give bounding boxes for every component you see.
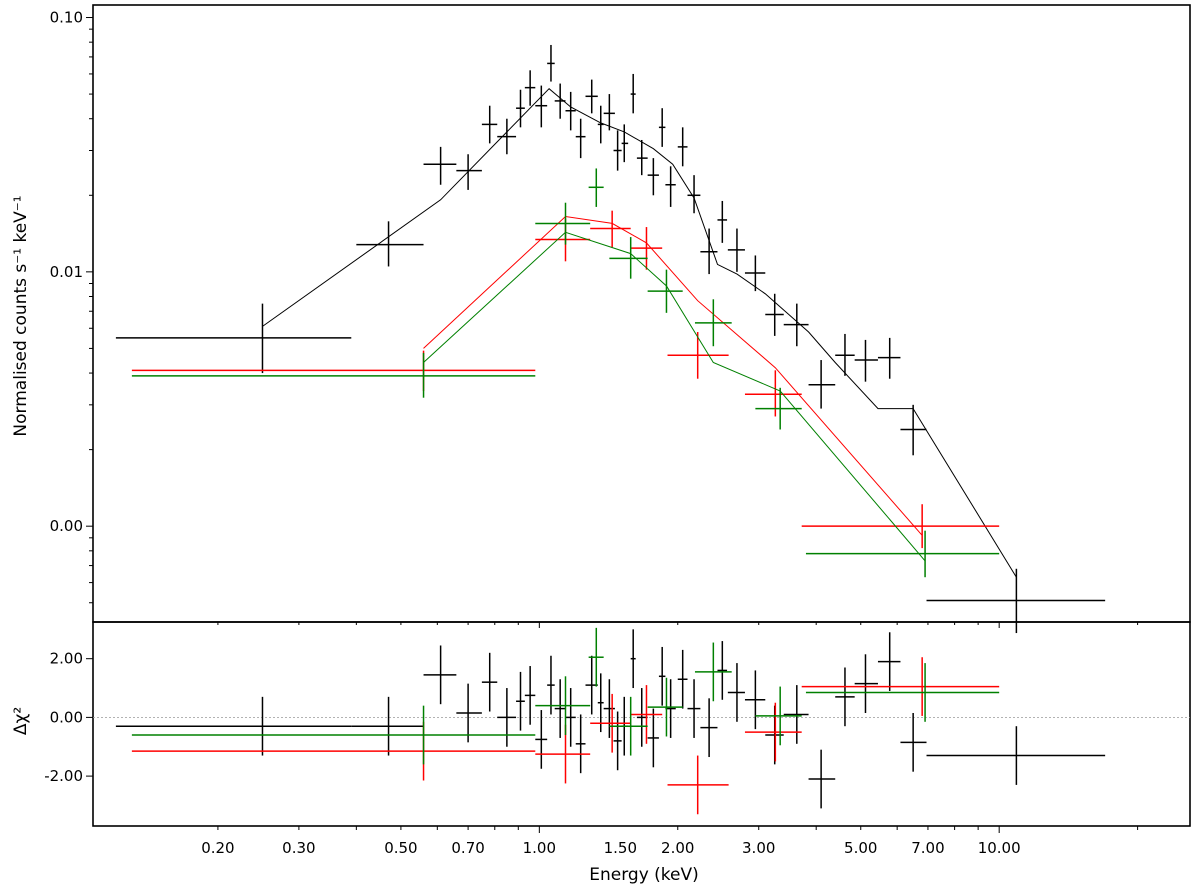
x-tick-label: 5.00 xyxy=(844,839,877,857)
series-red-spectrum xyxy=(131,210,1000,549)
x-tick-label: 0.50 xyxy=(384,839,417,857)
residual-y-ticks: -2.00 0.00 2.00 xyxy=(44,650,93,785)
spectrum-x-ticks xyxy=(217,622,1139,628)
series-black-spectrum xyxy=(115,44,1106,634)
x-tick-label: 10.00 xyxy=(978,839,1021,857)
x-tick-label: 7.00 xyxy=(911,839,944,857)
residual-y-tick-label: 2.00 xyxy=(50,650,83,668)
residual-frame xyxy=(92,621,1191,827)
model-line-green xyxy=(423,231,926,562)
x-tick-label: 0.70 xyxy=(451,839,484,857)
axis-titles: Normalised counts s⁻¹ keV⁻¹ Δχ² Energy (… xyxy=(11,195,699,885)
residual-y-tick-label: 0.00 xyxy=(50,708,83,726)
x-tick-label: 0.30 xyxy=(282,839,315,857)
residual-y-axis-label: Δχ² xyxy=(11,707,31,735)
x-tick-label: 1.00 xyxy=(523,839,556,857)
spectrum-y-tick-label: 0.00 xyxy=(50,517,83,535)
spectrum-y-tick-label: 0.01 xyxy=(50,263,83,281)
residual-y-tick-label: -2.00 xyxy=(44,767,83,785)
series-black-residuals xyxy=(115,629,1106,809)
spectrum-y-ticks: 0.01 0.10 0.00 xyxy=(50,9,93,604)
spectrum-frame xyxy=(92,4,1191,623)
x-tick-label: 2.00 xyxy=(661,839,694,857)
spectrum-panel: 0.01 0.10 0.00 xyxy=(50,4,1191,634)
x-tick-label: 3.00 xyxy=(742,839,775,857)
series-green-residuals xyxy=(131,627,1000,765)
model-line-black xyxy=(262,88,1017,578)
residual-panel: -2.00 0.00 2.00 0.20 0.30 0.50 0.70 1.00 1.50 2.0… xyxy=(44,621,1191,857)
x-axis-label: Energy (keV) xyxy=(589,865,699,885)
series-green-spectrum xyxy=(131,168,1000,578)
residual-x-ticks: 0.20 0.30 0.50 0.70 1.00 1.50 2.00 3.00 5.00 7.00… xyxy=(201,826,1139,857)
x-tick-label: 0.20 xyxy=(201,839,234,857)
spectrum-y-axis-label: Normalised counts s⁻¹ keV⁻¹ xyxy=(11,195,31,436)
x-tick-label: 1.50 xyxy=(604,839,637,857)
spectrum-y-tick-label: 0.10 xyxy=(50,9,83,27)
